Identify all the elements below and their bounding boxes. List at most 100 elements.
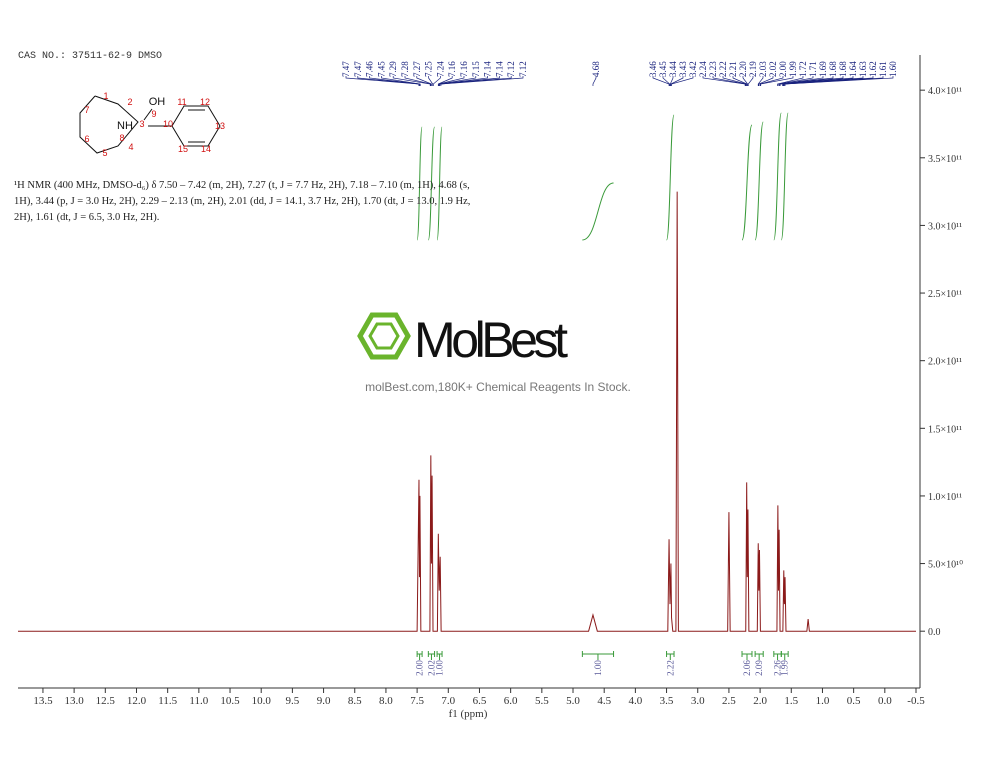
peak-connector — [652, 76, 670, 86]
peak-label: 1.60 — [888, 61, 898, 77]
logo: MolBest molBest.com,180K+ Chemical Reage… — [357, 312, 631, 394]
x-tick-label: 9.0 — [317, 695, 331, 707]
x-axis-label: f1 (ppm) — [449, 708, 488, 720]
x-tick-label: 6.0 — [504, 695, 518, 707]
atom-label: 12 — [200, 97, 210, 107]
peak-label: 7.24 — [435, 61, 445, 77]
peak-label: 3.46 — [648, 61, 658, 77]
peak-label: 2.24 — [698, 61, 708, 77]
x-tick-label: 1.5 — [784, 695, 798, 707]
x-tick-label: 6.5 — [473, 695, 487, 707]
x-tick-label: 10.0 — [252, 695, 272, 707]
x-tick-label: 9.5 — [286, 695, 300, 707]
y-tick-label: 2.5×10¹¹ — [928, 289, 962, 300]
integral-curve — [427, 126, 436, 241]
peak-label: 4.68 — [591, 61, 601, 77]
atom-label: 15 — [178, 144, 188, 154]
x-tick-label: 1.0 — [816, 695, 830, 707]
brand: MolBest — [414, 312, 568, 368]
x-tick-label: 13.0 — [65, 695, 85, 707]
peak-label: 2.23 — [708, 61, 718, 77]
x-tick-label: 11.0 — [189, 695, 208, 707]
integral-bracket — [780, 651, 789, 660]
integral-curve — [416, 126, 423, 241]
atom-label: 14 — [201, 144, 211, 154]
peak-label: 7.28 — [400, 61, 410, 77]
peak-label: 2.19 — [748, 61, 758, 77]
x-tick-label: 8.0 — [379, 695, 393, 707]
peak-connector — [784, 76, 894, 86]
x-tick-label: 12.0 — [127, 695, 147, 707]
peak-label: 7.12 — [518, 61, 528, 77]
peak-label: 2.20 — [738, 61, 748, 77]
x-tick-label: 2.5 — [722, 695, 736, 707]
peak-connector — [392, 76, 431, 86]
y-tick-label: 3.5×10¹¹ — [928, 154, 962, 165]
atom-label: 9 — [151, 109, 156, 119]
x-tick-label: 11.5 — [158, 695, 177, 707]
spectrum-line — [18, 191, 916, 632]
y-tick-label: 1.5×10¹¹ — [928, 424, 962, 435]
benzene — [171, 105, 221, 147]
y-tick-label: 4.0×10¹¹ — [928, 86, 962, 97]
integral-label: 2.02 — [426, 660, 436, 676]
peak-connector — [440, 76, 524, 86]
atom-label: 6 — [84, 134, 89, 144]
x-tick-label: 5.0 — [566, 695, 580, 707]
peak-connector — [438, 76, 477, 86]
peak-label: 7.25 — [424, 61, 434, 77]
integral-bracket — [773, 651, 782, 660]
peak-label: 1.72 — [798, 61, 808, 77]
integral-label: 1.00 — [435, 660, 445, 676]
integral-curve — [582, 182, 614, 241]
peak-connector — [439, 76, 500, 86]
bond — [143, 108, 153, 121]
peak-label: 1.68 — [828, 61, 838, 77]
peak-label: 3.42 — [688, 61, 698, 77]
peak-label: 2.03 — [758, 61, 768, 77]
peak-label: 7.47 — [353, 61, 363, 77]
x-tick-label: 7.0 — [441, 695, 455, 707]
x-tick-label: 3.5 — [660, 695, 674, 707]
peak-connector — [662, 76, 671, 86]
peak-connector — [670, 76, 684, 86]
peak-connector — [758, 76, 774, 86]
peak-connector — [742, 76, 748, 86]
peak-label: 7.16 — [459, 61, 469, 77]
integral-bracket — [581, 651, 615, 660]
x-tick-label: 3.0 — [691, 695, 705, 707]
peak-connector — [702, 76, 746, 86]
atom-label: 7 — [84, 105, 89, 115]
x-tick-label: 4.5 — [597, 695, 611, 707]
integral-label: 2.06 — [742, 660, 752, 676]
peak-label: 3.45 — [658, 61, 668, 77]
atom-label: 3 — [139, 119, 144, 129]
peak-connector — [712, 76, 747, 86]
peak-connector — [416, 76, 432, 86]
peak-connector — [777, 76, 804, 86]
peak-label: 2.00 — [778, 61, 788, 77]
peak-connector — [432, 76, 441, 86]
peak-label: 7.29 — [388, 61, 398, 77]
integral-label: 2.09 — [754, 660, 764, 676]
y-tick-label: 1.0×10¹¹ — [928, 492, 962, 503]
peak-connector — [428, 76, 434, 86]
integral-label: 2.26 — [773, 660, 783, 676]
integral-bracket — [416, 651, 423, 660]
y-tick-label: 3.0×10¹¹ — [928, 221, 962, 232]
atom-label: 4 — [128, 142, 133, 152]
peak-label: 2.21 — [728, 61, 738, 77]
peak-connector — [782, 76, 864, 86]
structure — [79, 95, 221, 154]
peak-connector — [747, 76, 754, 86]
peak-label: 7.16 — [447, 61, 457, 77]
peak-label: 1.71 — [808, 61, 818, 77]
nmr-description: ¹H NMR (400 MHz, DMSO-d₆) δ 7.50 – 7.42 … — [14, 180, 471, 223]
peak-connector — [437, 76, 465, 86]
integral-curve — [754, 121, 764, 241]
atom-label: 2 — [127, 97, 132, 107]
integral-bracket — [754, 651, 764, 660]
tagline: molBest.com,180K+ Chemical Reagents In S… — [365, 380, 631, 394]
peak-connector — [760, 76, 794, 86]
